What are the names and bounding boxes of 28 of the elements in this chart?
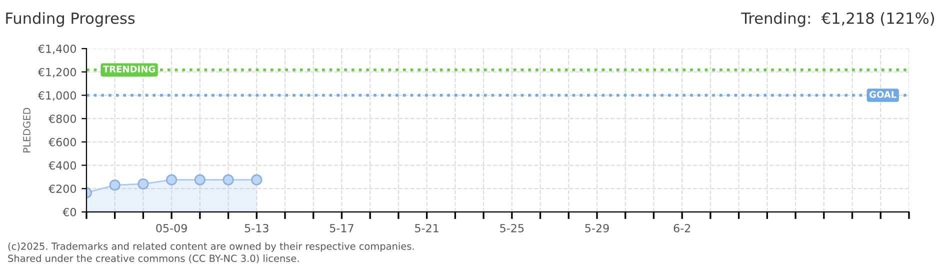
x-tick-label: 5-21 xyxy=(415,224,438,232)
point xyxy=(138,178,149,190)
y-tick-label: €0 xyxy=(62,208,76,216)
x-tick-label: 6-2 xyxy=(674,224,690,232)
x-tick-label: 5-29 xyxy=(585,224,609,232)
y-tick-label: €200 xyxy=(48,184,76,193)
x-tick-label: 05-09 xyxy=(156,224,187,232)
chart-subtitle: Trending: €1,218 (121%) xyxy=(741,12,934,27)
x-tick-label: 5-17 xyxy=(330,224,354,232)
y-tick-label: €1,000 xyxy=(38,91,76,101)
text: Shared under the creative commons (CC BY-NC 3.0) license. xyxy=(8,254,299,264)
point xyxy=(109,180,120,191)
y-tick-label: €1,200 xyxy=(38,68,76,78)
point xyxy=(166,174,178,186)
chart-title: Funding Progress xyxy=(6,12,135,27)
y-axis-title: PLEDGED xyxy=(23,108,30,152)
x-tick-label: 5-13 xyxy=(244,224,268,232)
text: (c)2025. Trademarks and related content are owned by their respective companies. xyxy=(8,242,414,252)
y-tick-label: €400 xyxy=(48,161,76,170)
point xyxy=(194,174,206,186)
ref-line-label: TRENDING xyxy=(102,66,155,72)
point xyxy=(251,174,262,186)
x-tick-label: 5-25 xyxy=(500,224,524,232)
ref-line-label: GOAL xyxy=(870,91,896,98)
y-tick-label: €600 xyxy=(48,138,76,146)
y-tick-label: €1,400 xyxy=(38,44,76,54)
point xyxy=(222,174,234,186)
y-tick-label: €800 xyxy=(48,114,76,123)
